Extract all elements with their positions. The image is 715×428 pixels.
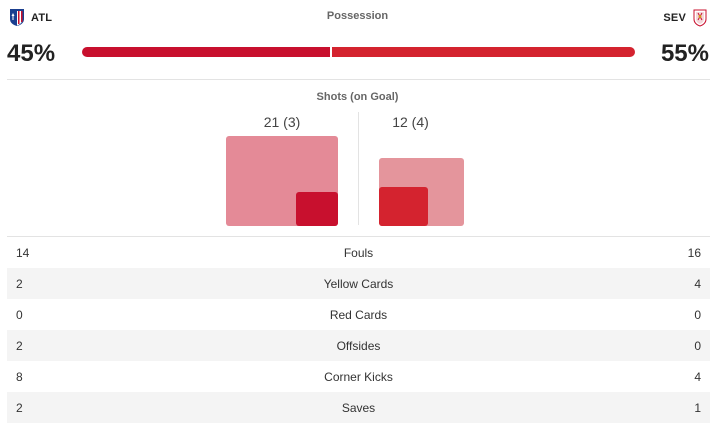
away-stat-value: 0 [694,307,701,322]
away-stat-value: 0 [694,338,701,353]
stat-label: Corner Kicks [324,369,393,384]
home-stat-value: 0 [16,307,23,322]
away-stat-value: 4 [694,369,701,384]
table-row: 2 Saves 1 [7,392,710,423]
away-stat-value: 1 [694,400,701,415]
table-row: 14 Fouls 16 [7,237,710,268]
shots-separator [358,112,359,225]
away-stat-value: 16 [687,245,701,260]
away-possession-pct: 55% [660,40,709,67]
atletico-crest-icon [10,9,24,26]
possession-title: Possession [326,10,389,22]
shots-title: Shots (on Goal) [316,91,399,103]
home-stat-value: 2 [16,276,23,291]
home-shots-value: 21 (3) [263,114,301,130]
home-possession-pct: 45% [7,40,56,67]
possession-bar [82,47,635,57]
stat-label: Offsides [336,338,381,353]
table-row: 0 Red Cards 0 [7,299,710,330]
stat-label: Saves [341,400,376,415]
table-row: 2 Yellow Cards 4 [7,268,710,299]
stat-label: Red Cards [329,307,388,322]
table-row: 2 Offsides 0 [7,330,710,361]
home-stat-value: 2 [16,400,23,415]
away-shots-on-goal-bar [379,187,428,226]
home-stat-value: 8 [16,369,23,384]
section-divider [7,236,710,237]
away-shots-value: 12 (4) [392,114,429,130]
away-team[interactable]: SEV [663,8,708,27]
away-stat-value: 4 [694,276,701,291]
home-team-abbr: ATL [31,11,53,24]
home-stat-value: 14 [16,245,30,260]
table-row: 8 Corner Kicks 4 [7,361,710,392]
home-possession-fill [82,47,330,57]
home-stat-value: 2 [16,338,23,353]
section-divider [7,79,710,80]
away-possession-fill [332,47,635,57]
away-team-abbr: SEV [663,11,686,24]
stat-label: Fouls [343,245,374,260]
sevilla-crest-icon [693,9,707,27]
home-shots-on-goal-bar [296,192,338,226]
stat-label: Yellow Cards [323,276,394,291]
home-team[interactable]: ATL [9,8,52,27]
